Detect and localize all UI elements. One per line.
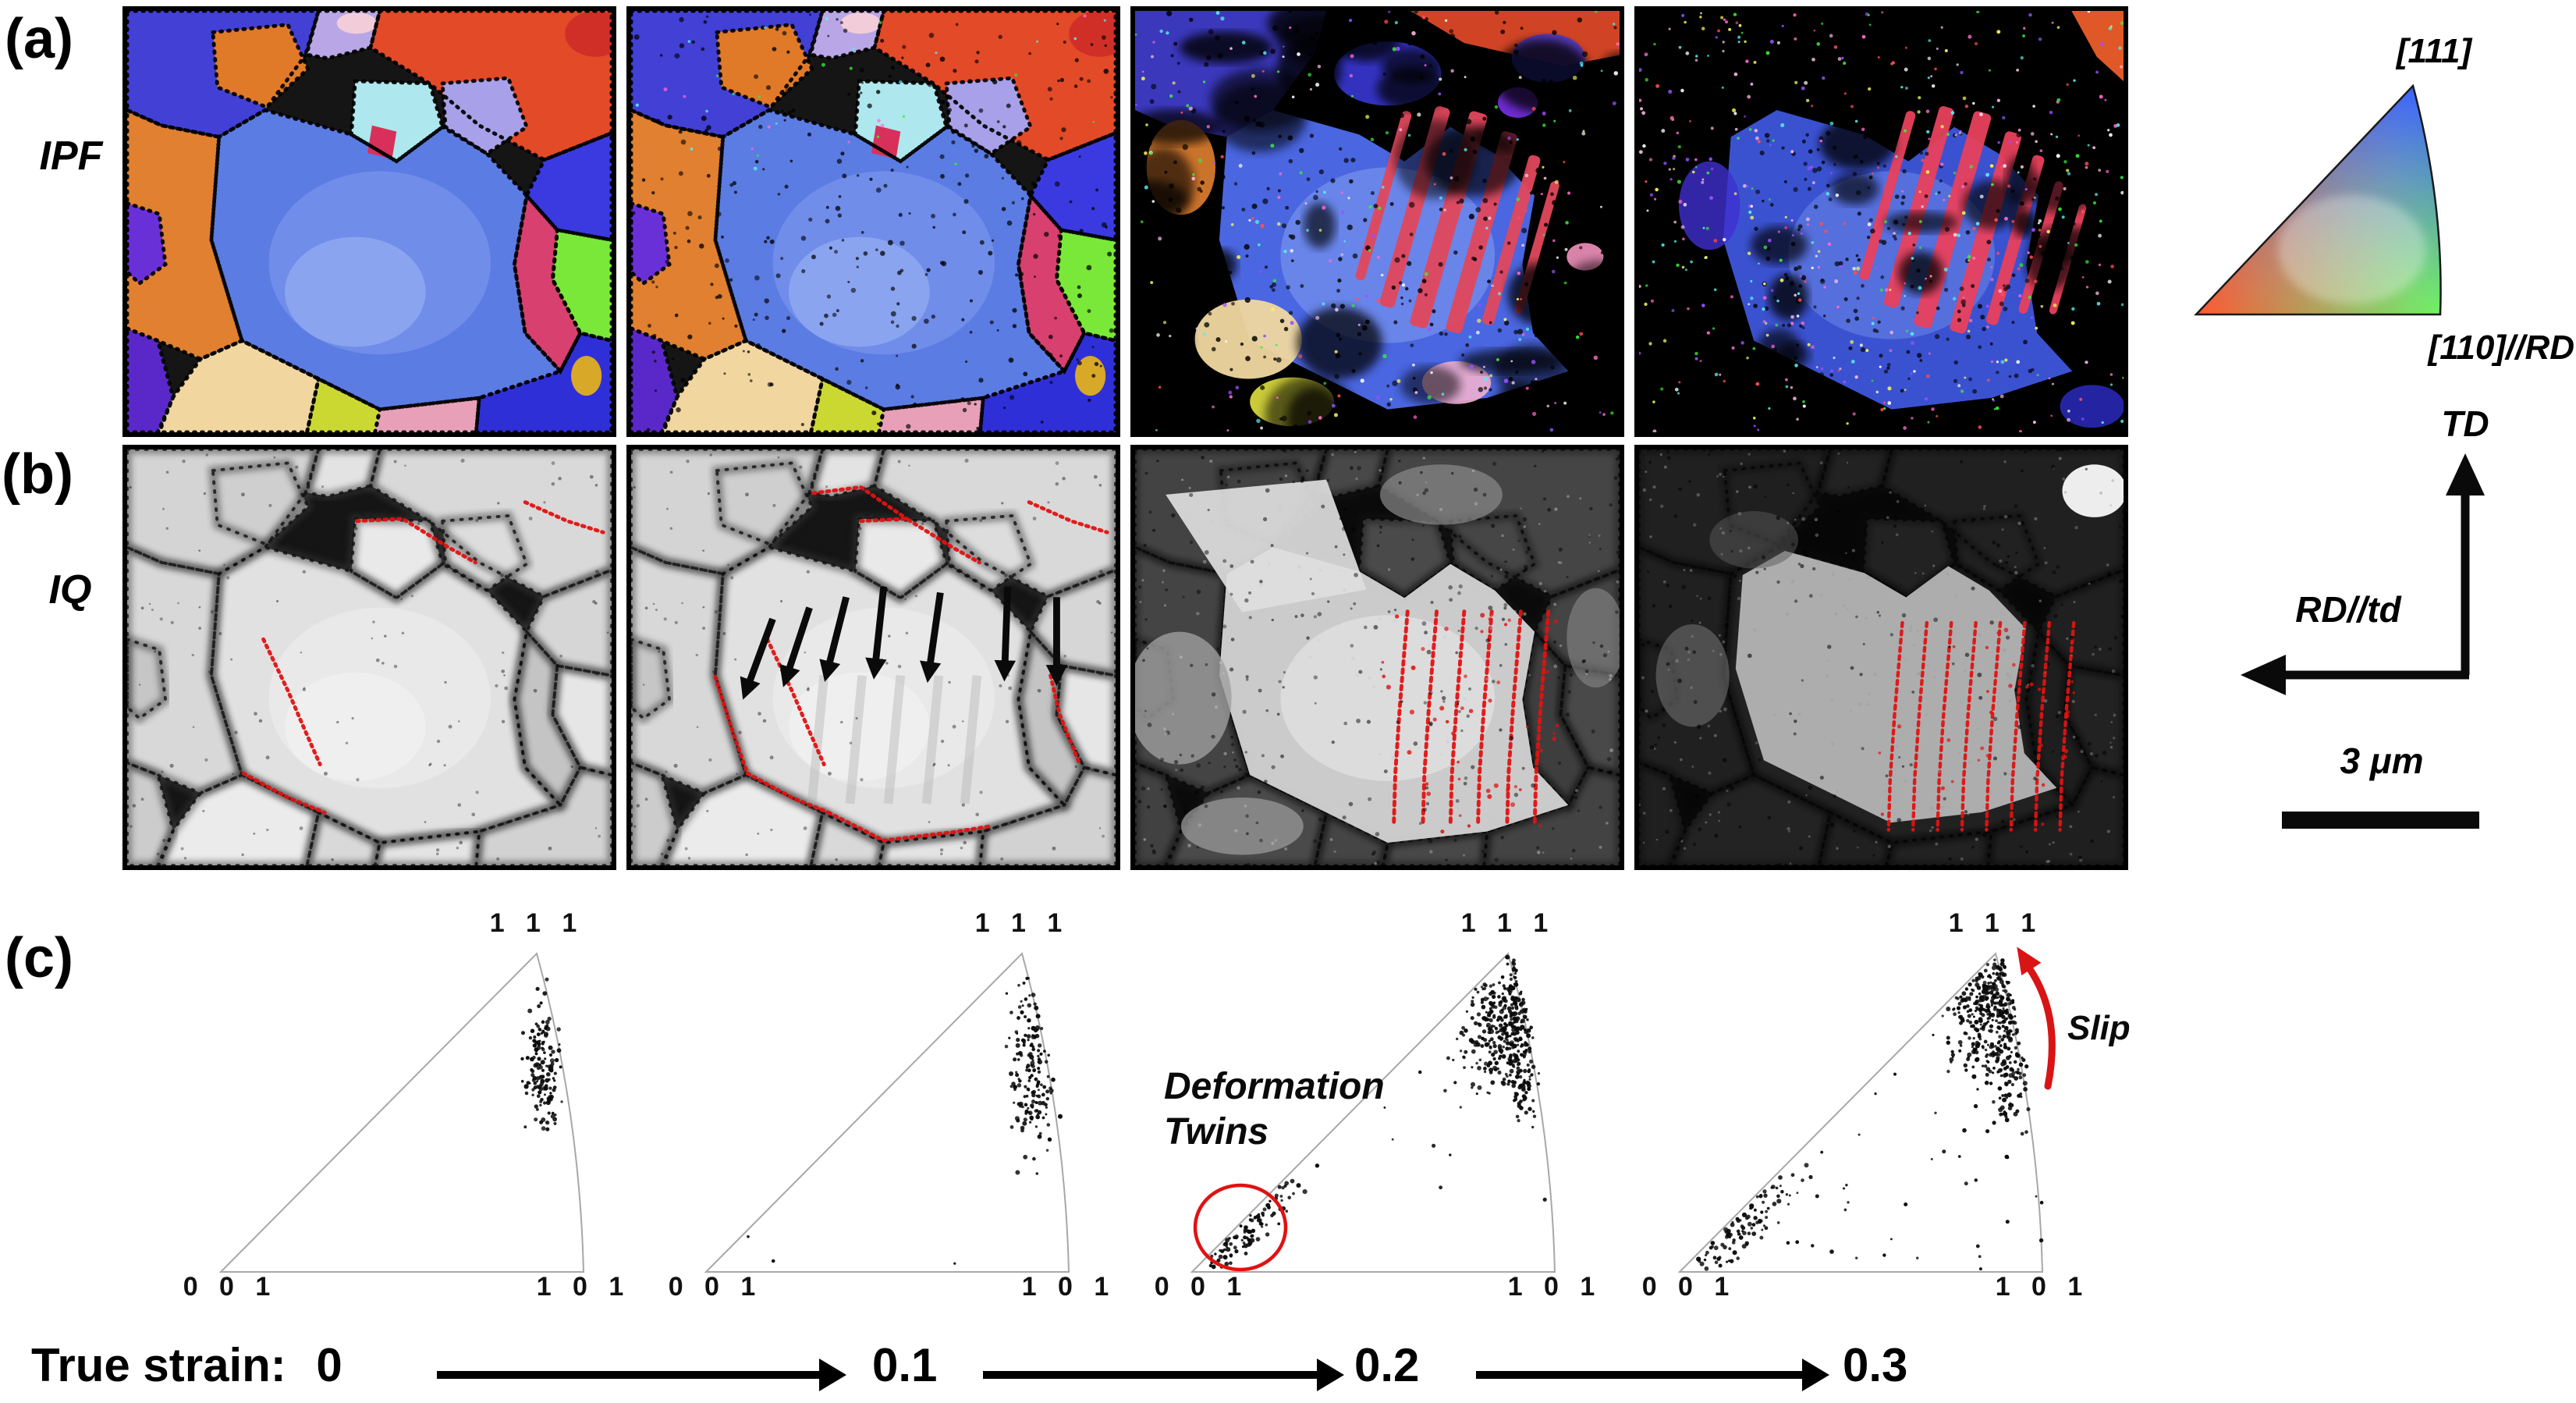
inverse-pole-figure-strain-0.3: 1 1 1 0 0 1 1 0 1 Slip <box>1642 908 2131 1302</box>
deformation-twins-label-line2: Twins <box>1164 1111 1268 1153</box>
pf-corner-111: 1 1 1 <box>1949 908 2043 938</box>
iq-map-strain-0.3 <box>1634 445 2128 870</box>
pf-corner-101: 1 0 1 <box>1022 1272 1116 1302</box>
scale-bar <box>2282 812 2479 829</box>
ipf-map-strain-0.3 <box>1634 6 2128 437</box>
ipf-map-strain-0 <box>122 6 616 437</box>
ipf-map-strain-0.2 <box>1130 6 1624 437</box>
strain-value-0.3: 0.3 <box>1843 1339 1908 1391</box>
slip-arrow <box>2026 965 2056 1090</box>
row-b-type-label: IQ <box>48 567 92 613</box>
pf-corner-101: 1 0 1 <box>1996 1272 2090 1302</box>
pf-corner-101: 1 0 1 <box>537 1272 631 1302</box>
twin-highlight-circle <box>1193 1183 1288 1272</box>
strain-arrow-1 <box>437 1359 846 1391</box>
panel-b-label: (b) <box>2 443 73 506</box>
deformation-twins-label-line1: Deformation <box>1164 1066 1385 1107</box>
rd-arrow-icon <box>2241 655 2286 695</box>
ipf-key-110rd-label: [110]//RD <box>2428 329 2574 367</box>
ipf-color-key <box>2194 83 2442 316</box>
iq-map-strain-0 <box>122 445 616 870</box>
pf-scatter-strain-0.2 <box>1208 954 1547 1270</box>
strain-arrow-2 <box>983 1359 1344 1391</box>
iq-map-strain-0.1 <box>626 445 1120 870</box>
iq-map-strain-0.2 <box>1130 445 1624 870</box>
pf-corner-001: 0 0 1 <box>1642 1272 1737 1302</box>
inverse-pole-figure-strain-0.1: 1 1 1 0 0 1 1 0 1 <box>669 908 1109 1302</box>
ipf-key-111-label: [111] <box>2396 32 2472 70</box>
pf-corner-111: 1 1 1 <box>1461 908 1556 938</box>
inverse-pole-figure-strain-0.2: 1 1 1 0 0 1 1 0 1 Deformation Twins <box>1155 908 1595 1302</box>
pf-corner-001: 0 0 1 <box>1155 1272 1249 1302</box>
strain-value-0.1: 0.1 <box>872 1339 938 1391</box>
pf-scatter-strain-0.1 <box>747 976 1063 1265</box>
td-arrow-icon <box>2446 453 2485 495</box>
rd-axis-label: RD//td <box>2295 589 2401 630</box>
pf-corner-001: 0 0 1 <box>183 1272 278 1302</box>
scale-bar-label: 3 μm <box>2340 741 2424 781</box>
pf-corner-101: 1 0 1 <box>1508 1272 1602 1302</box>
slip-arrowhead-icon <box>2017 947 2042 976</box>
true-strain-prefix: True strain: <box>31 1339 286 1391</box>
panel-a-label: (a) <box>5 8 73 70</box>
pf-corner-111: 1 1 1 <box>975 908 1070 938</box>
ipf-map-strain-0.1 <box>626 6 1120 437</box>
strain-value-0: 0 <box>316 1339 342 1391</box>
inverse-pole-figure-strain-0: 1 1 1 0 0 1 1 0 1 <box>183 908 624 1302</box>
pf-scatter-strain-0.3 <box>1696 958 2044 1271</box>
panel-c-label: (c) <box>5 927 73 989</box>
td-axis-label: TD <box>2441 403 2489 444</box>
strain-value-0.2: 0.2 <box>1354 1339 1420 1391</box>
pf-corner-001: 0 0 1 <box>669 1272 763 1302</box>
slip-label: Slip <box>2067 1009 2131 1047</box>
strain-arrow-3 <box>1476 1359 1829 1391</box>
row-a-type-label: IPF <box>39 133 103 179</box>
true-strain-prefix-and-0: True strain: 0 <box>31 1342 342 1389</box>
sample-axes <box>2241 453 2485 695</box>
pf-scatter-strain-0 <box>520 977 563 1131</box>
pf-corner-111: 1 1 1 <box>490 908 584 938</box>
